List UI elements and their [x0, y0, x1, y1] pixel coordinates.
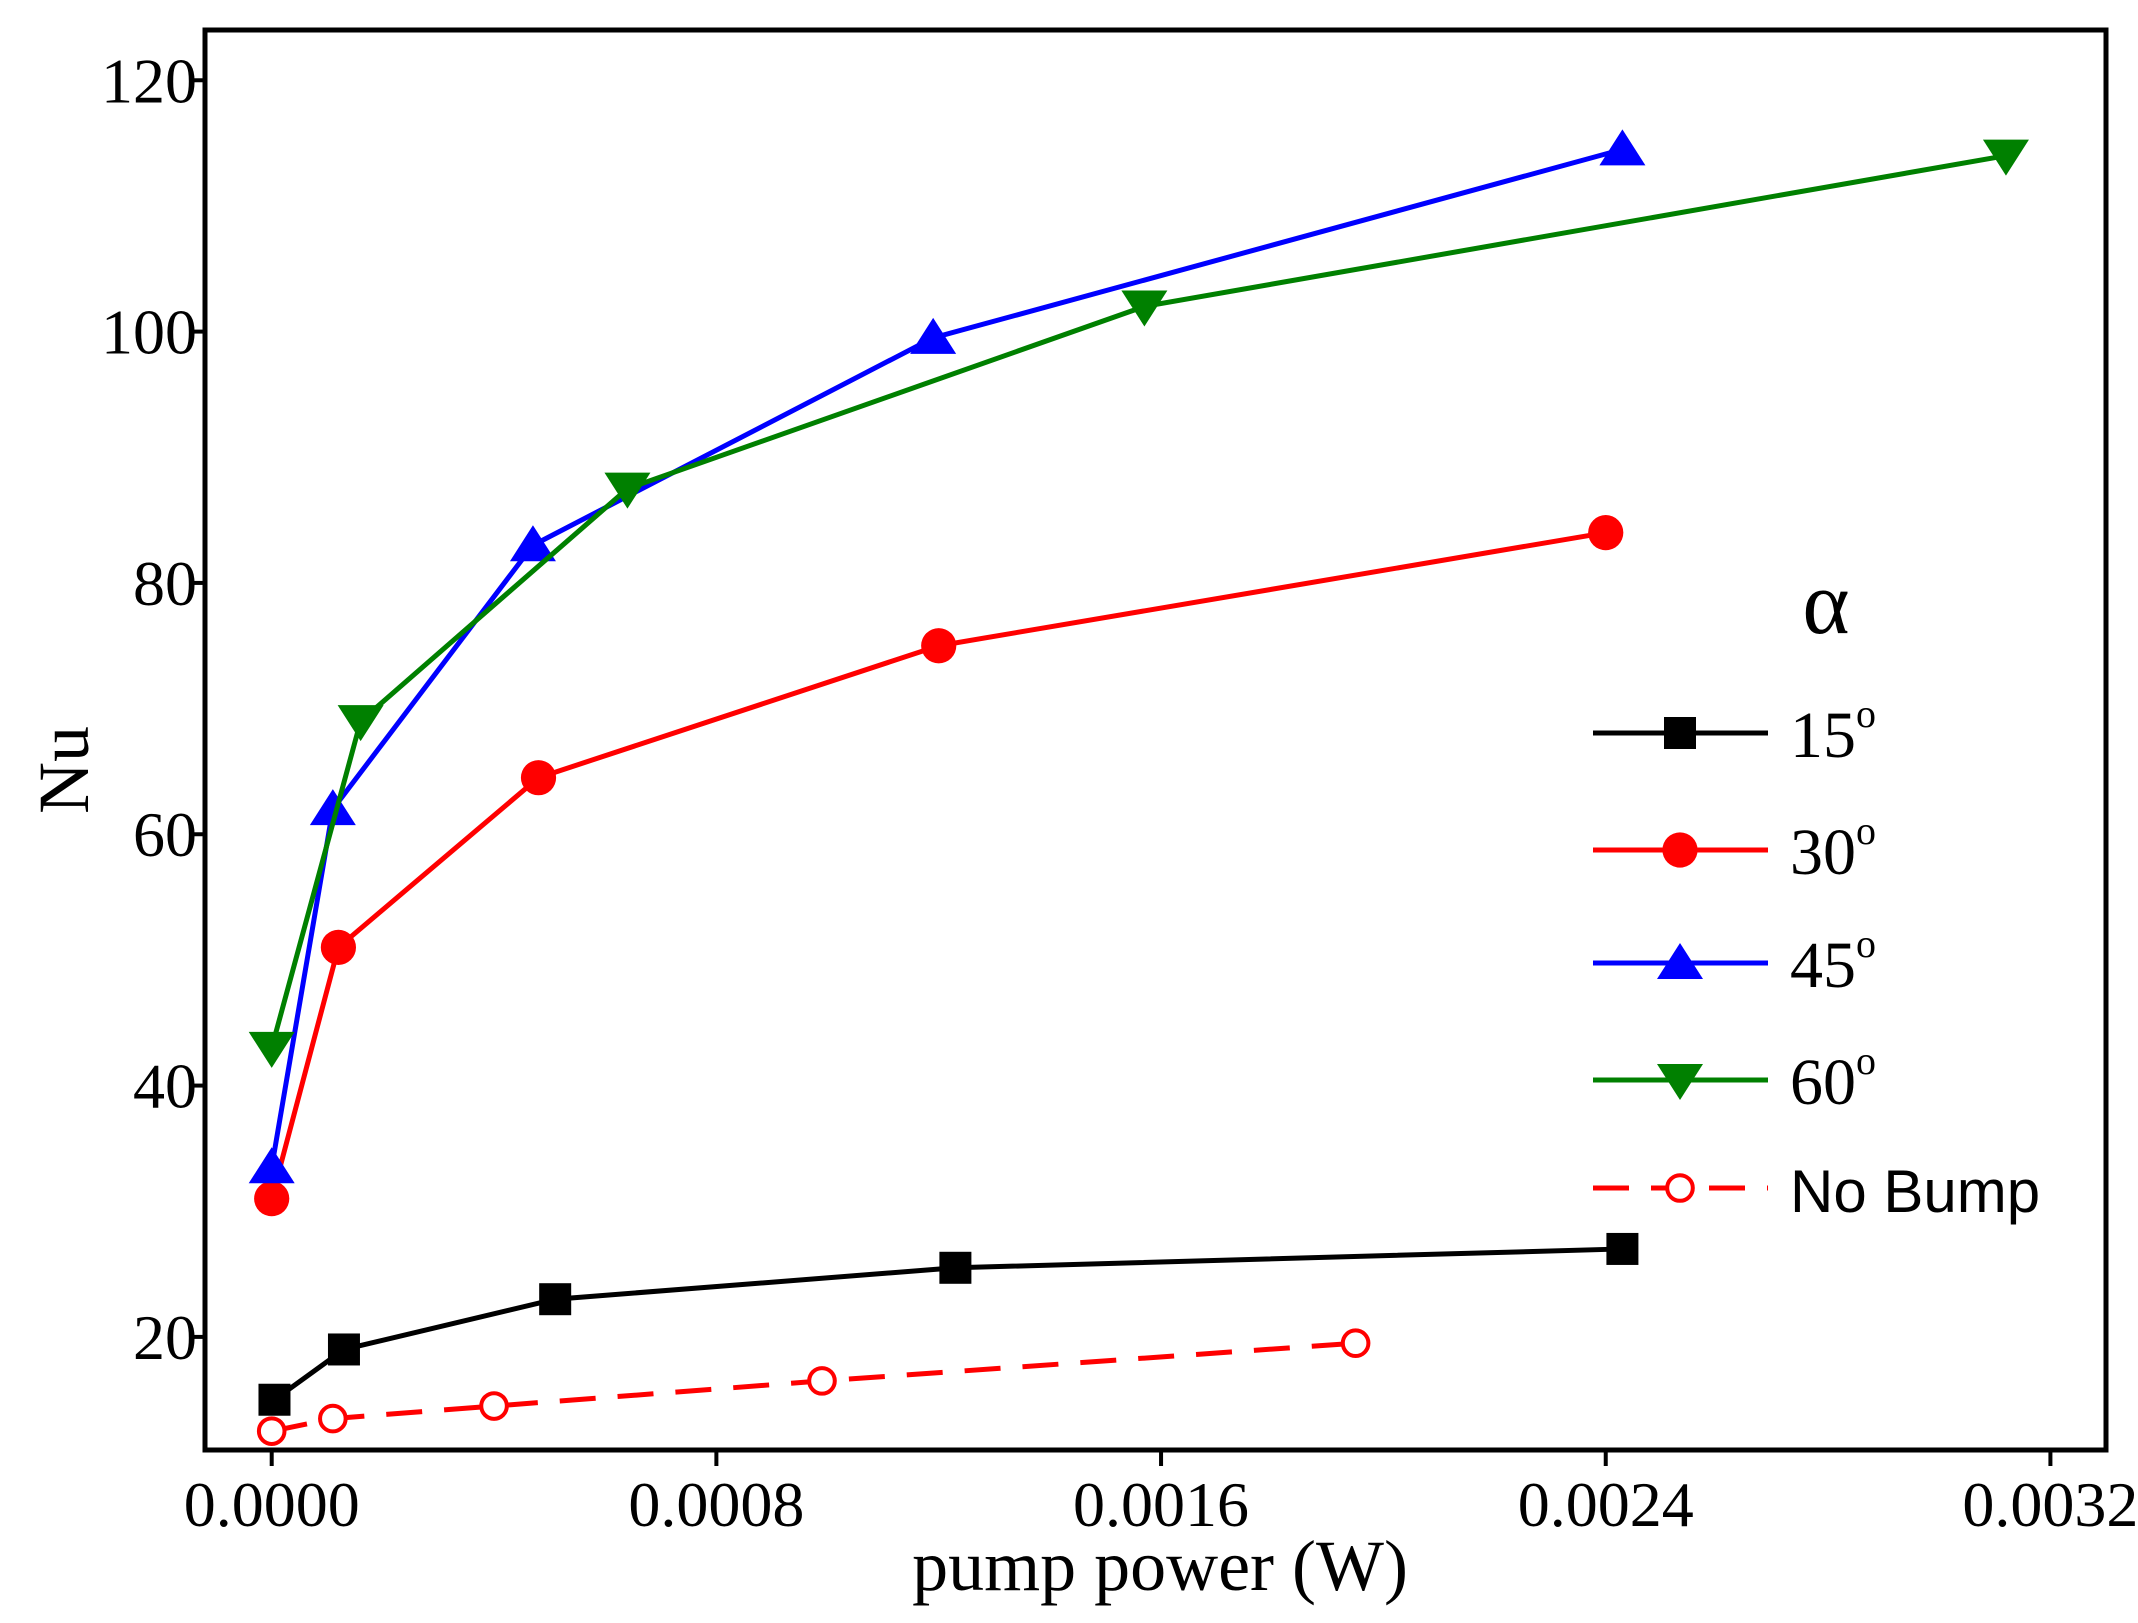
legend-marker-0 — [1664, 717, 1696, 749]
series-4-point-0 — [256, 1416, 287, 1446]
series-0-point-0 — [258, 1383, 291, 1416]
y-tick-label-1: 40 — [133, 1051, 197, 1122]
x-tick-label-1: 0.0008 — [628, 1469, 804, 1540]
legend-label-sup-0: o — [1856, 691, 1876, 736]
y-tick-label-0: 20 — [133, 1302, 197, 1373]
legend-label-2: 45o — [1790, 921, 1876, 1002]
legend-label-1: 30o — [1790, 808, 1876, 889]
x-tick-label-4: 0.0032 — [1962, 1469, 2138, 1540]
legend-marker-4 — [1665, 1173, 1695, 1203]
legend-entry-3: 60o — [1593, 1038, 1876, 1119]
legend-label-0: 15o — [1790, 691, 1876, 772]
legend-label-sup-2: o — [1856, 921, 1876, 966]
series-2 — [248, 129, 1646, 1184]
series-line-3 — [269, 153, 2007, 1049]
y-tick-label-5: 120 — [101, 45, 197, 116]
legend-label-sup-1: o — [1856, 808, 1876, 853]
series-layer — [248, 129, 2029, 1446]
legend-marker-1 — [1662, 832, 1698, 868]
series-2-point-3 — [910, 317, 957, 354]
x-tick-label-3: 0.0024 — [1518, 1469, 1694, 1540]
series-0-point-2 — [539, 1283, 572, 1316]
legend-entry-1: 30o — [1593, 808, 1876, 889]
series-2-point-1 — [309, 789, 356, 826]
series-0-point-3 — [939, 1251, 972, 1284]
series-3 — [248, 139, 2029, 1068]
series-3-point-4 — [1982, 139, 2029, 176]
legend-entry-4: No Bump — [1593, 1158, 2040, 1225]
series-0-point-1 — [327, 1333, 360, 1366]
series-1-point-1 — [320, 929, 357, 965]
series-1-point-0 — [254, 1181, 290, 1217]
series-1-point-3 — [921, 628, 957, 664]
series-4-point-4 — [1340, 1328, 1371, 1358]
x-axis-title: pump power (W) — [912, 1526, 1408, 1606]
series-4-point-2 — [479, 1391, 509, 1421]
series-2-point-4 — [1599, 129, 1646, 166]
y-tick-label-2: 60 — [133, 799, 197, 870]
legend-label-4: No Bump — [1790, 1158, 2040, 1225]
x-tick-label-0: 0.0000 — [184, 1469, 360, 1540]
legend-label-sup-3: o — [1856, 1038, 1876, 1083]
legend: α 15o 30o 45o 60o No Bump — [1593, 554, 2040, 1225]
series-4-point-1 — [318, 1403, 348, 1434]
series-1-point-4 — [1588, 515, 1624, 551]
plot-frame — [202, 27, 2109, 1453]
series-4 — [256, 1328, 1371, 1446]
legend-entry-2: 45o — [1593, 921, 1876, 1002]
series-3-point-2 — [604, 472, 651, 509]
y-tick-label-4: 100 — [101, 297, 197, 368]
series-0 — [258, 1232, 1639, 1416]
series-3-point-1 — [337, 705, 384, 742]
legend-marker-2 — [1657, 943, 1703, 979]
legend-entry-0: 15o — [1593, 691, 1876, 772]
legend-title: α — [1802, 554, 1849, 653]
series-0-point-4 — [1606, 1232, 1639, 1265]
series-line-4 — [271, 1340, 1356, 1434]
series-3-point-0 — [248, 1031, 295, 1068]
series-1 — [254, 515, 1624, 1217]
series-1-point-2 — [520, 760, 557, 796]
legend-label-3: 60o — [1790, 1038, 1876, 1119]
x-tick-label-2: 0.0016 — [1073, 1469, 1249, 1540]
series-3-point-3 — [1121, 290, 1168, 327]
series-2-point-2 — [509, 525, 556, 562]
y-axis-title: Nu — [24, 726, 104, 814]
legend-marker-3 — [1657, 1064, 1703, 1100]
series-4-point-3 — [807, 1366, 837, 1396]
axes: 0.0000 0.0008 0.0016 0.0024 0.0032 20 40 60 80 10… — [101, 45, 2138, 1540]
y-tick-label-3: 80 — [133, 548, 197, 619]
series-2-point-0 — [248, 1147, 295, 1184]
